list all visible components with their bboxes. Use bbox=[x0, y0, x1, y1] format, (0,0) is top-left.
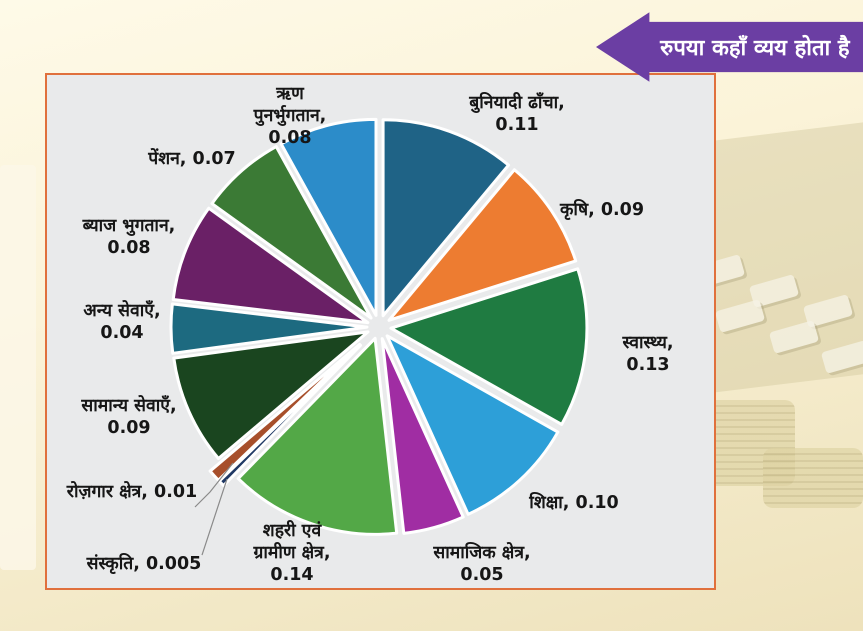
pie-slice-urban-rural-sector bbox=[236, 336, 399, 536]
slice-label-social-sector: सामाजिक क्षेत्र, 0.05 bbox=[433, 542, 531, 585]
slice-label-debt-repayment: ऋण पुनर्भुगतान, 0.08 bbox=[253, 83, 327, 149]
coin-stack-ghost bbox=[763, 448, 863, 508]
slice-label-employment-sector: रोज़गार क्षेत्र, 0.01 bbox=[66, 481, 198, 502]
slice-label-culture: संस्कृति, 0.005 bbox=[86, 553, 202, 574]
slice-label-other-services: अन्य सेवाएँ, 0.04 bbox=[83, 300, 161, 343]
pie-chart bbox=[169, 117, 589, 556]
pie-slice-infrastructure bbox=[381, 118, 511, 318]
slice-label-education: शिक्षा, 0.10 bbox=[529, 492, 619, 513]
pie-slice-pension bbox=[210, 145, 373, 320]
background-paper-ghost bbox=[0, 165, 36, 570]
pie-slice-other-services bbox=[169, 302, 369, 355]
background-photo-calculator-coins bbox=[608, 80, 863, 580]
pie-slice-education bbox=[385, 334, 560, 516]
pie-slice-agriculture bbox=[387, 168, 578, 322]
slice-label-health: स्वास्थ्य, 0.13 bbox=[622, 332, 674, 375]
pie-slice-interest-payment bbox=[171, 206, 370, 325]
leader-line-culture bbox=[201, 478, 228, 556]
slice-label-urban-rural-sector: शहरी एवं ग्रामीण क्षेत्र, 0.14 bbox=[253, 520, 331, 586]
pie-slice-general-services bbox=[172, 330, 370, 461]
slice-label-general-services: सामान्य सेवाएँ, 0.09 bbox=[81, 395, 177, 438]
pie-chart-panel: बुनियादी ढाँचा, 0.11 कृषि, 0.09 स्वास्थ्य,… bbox=[45, 73, 716, 590]
slice-label-infrastructure: बुनियादी ढाँचा, 0.11 bbox=[469, 92, 565, 135]
page-title: रुपया कहाँ व्यय होता है bbox=[660, 36, 850, 61]
pie-slice-debt-repayment bbox=[279, 117, 378, 317]
title-banner-arrow: रुपया कहाँ व्यय होता है bbox=[596, 12, 863, 82]
pie-slice-health bbox=[389, 267, 589, 426]
slice-label-agriculture: कृषि, 0.09 bbox=[559, 199, 645, 220]
pie-slice-social-sector bbox=[380, 337, 465, 535]
pie-slice-employment-sector bbox=[208, 342, 362, 482]
slice-label-pension: पेंशन, 0.07 bbox=[148, 148, 236, 169]
leader-line-employment bbox=[194, 462, 234, 508]
slice-label-interest-payment: ब्याज भुगतान, 0.08 bbox=[82, 215, 176, 258]
